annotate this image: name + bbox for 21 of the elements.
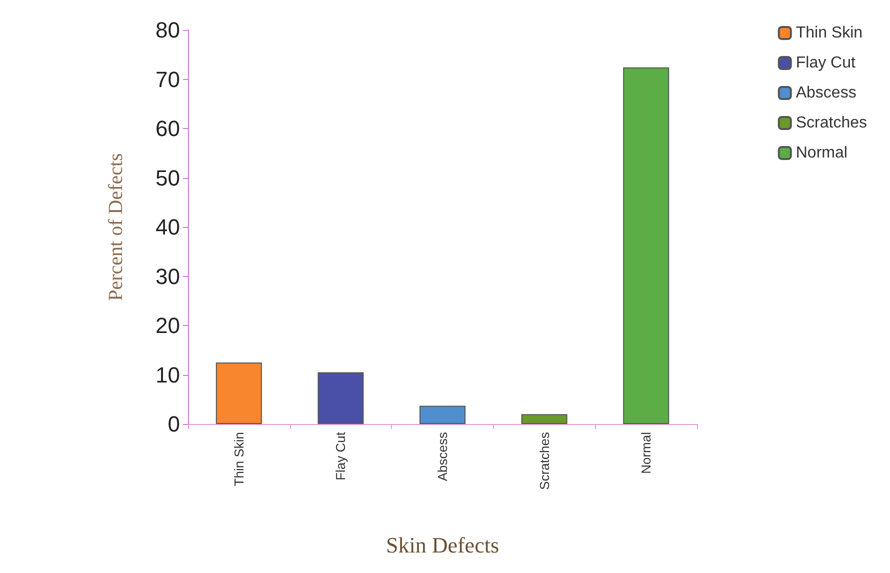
y-tick-label: 30 — [156, 264, 180, 289]
y-tick-label: 20 — [156, 313, 180, 338]
y-tick-label: 70 — [156, 66, 180, 92]
y-tick-label: 10 — [156, 362, 180, 388]
y-axis-title: Percent of Defects — [105, 152, 127, 301]
y-tick-label: 40 — [156, 214, 180, 240]
legend-label: Normal — [796, 144, 848, 162]
x-tick-label: Abscess — [435, 432, 450, 482]
legend-label: Flay Cut — [796, 54, 856, 72]
legend-label: Thin Skin — [796, 24, 863, 42]
y-tick-label: 60 — [156, 116, 180, 141]
y-tick-label: 50 — [156, 165, 180, 190]
legend-label: Abscess — [796, 84, 856, 102]
legend-label: Scratches — [796, 114, 867, 132]
x-tick-label: Normal — [638, 432, 654, 474]
x-tick-label: Scratches — [536, 432, 552, 490]
x-axis-title: Skin Defects — [386, 532, 500, 558]
x-tick-label: Thin Skin — [231, 432, 246, 486]
y-tick-label: 0 — [168, 412, 180, 436]
y-tick-label: 80 — [156, 18, 180, 42]
x-tick-label: Flay Cut — [333, 432, 348, 480]
